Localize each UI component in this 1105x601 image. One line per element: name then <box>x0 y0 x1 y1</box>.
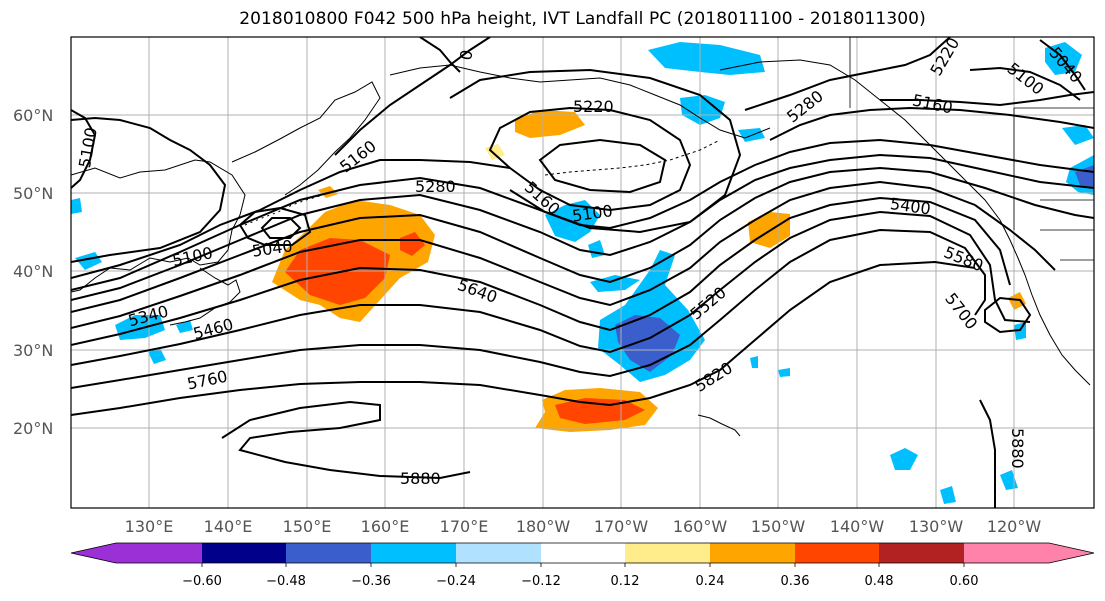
colorbar-segment <box>625 543 710 563</box>
kamchatka-coast <box>231 81 381 196</box>
coastlines <box>71 37 1094 437</box>
contour-label: 0 <box>456 48 476 61</box>
colorbar-segment <box>202 543 286 563</box>
na-west-coast <box>999 219 1091 386</box>
lon-label: 170°W <box>594 517 649 536</box>
positive-anomaly-west-core2 <box>400 232 425 256</box>
colorbar-segment <box>371 543 456 563</box>
negative-anomaly-west <box>115 315 165 340</box>
colorbar-tick: −0.24 <box>436 574 476 589</box>
colorbar-tick: −0.48 <box>266 574 306 589</box>
lon-label: 140°W <box>830 517 885 536</box>
contour-north-top <box>419 37 461 73</box>
colorbar-tick: 0.24 <box>696 574 725 589</box>
contour-5100-far-west <box>71 109 97 189</box>
contour-5400 <box>71 138 1094 291</box>
lon-label: 170°E <box>440 517 489 536</box>
graticule <box>71 37 1094 508</box>
colorbar-segment <box>541 543 625 563</box>
lat-label: 50°N <box>13 184 53 203</box>
latitude-labels: 60°N 50°N 40°N 30°N 20°N <box>13 106 53 438</box>
positive-anomaly-south-core <box>555 398 645 424</box>
contour-5280-east <box>769 106 1094 141</box>
contour-label: 5220 <box>573 97 614 116</box>
map-frame <box>70 36 1095 509</box>
contour-5220 <box>538 138 667 194</box>
lon-label: 130°E <box>125 517 174 536</box>
contour-5640 <box>71 196 1011 346</box>
lon-label: 160°W <box>673 517 728 536</box>
contour-cutoff-low <box>984 296 1032 334</box>
contour-5040-west <box>238 206 312 246</box>
colorbar-segment <box>964 543 1094 563</box>
contour-5040-east <box>1039 39 1086 91</box>
contour-label: 5280 <box>415 177 456 196</box>
colorbar-segment <box>795 543 879 563</box>
contour-5160-ring <box>449 68 742 234</box>
contour-5880-east <box>979 399 996 508</box>
lon-label: 180°W <box>516 517 571 536</box>
contour-5220-east <box>744 37 951 111</box>
contour-5520 <box>71 166 1094 313</box>
colorbar-tick: 0.36 <box>781 574 810 589</box>
contour-5880 <box>221 400 471 480</box>
colorbar-tick: −0.12 <box>521 574 561 589</box>
colorbar-segment <box>456 543 541 563</box>
colorbar-segment <box>879 543 964 563</box>
contour-5820 <box>71 260 976 416</box>
colorbar-outline <box>70 542 1095 564</box>
contour-5700 <box>71 210 1031 366</box>
contour-5100-west-low <box>260 217 302 239</box>
bering-coast <box>389 64 771 139</box>
contour-5580 <box>71 180 1056 329</box>
colorbar-tick: 0.60 <box>950 574 979 589</box>
lon-label: 140°E <box>204 517 253 536</box>
lon-label: 120°W <box>987 517 1042 536</box>
contour-5340 <box>71 159 511 279</box>
lon-label: 130°W <box>909 517 964 536</box>
map-title: 2018010800 F042 500 hPa height, IVT Land… <box>239 9 926 29</box>
colorbar-tick: 0.48 <box>865 574 894 589</box>
contour-label: 5880 <box>1008 428 1027 469</box>
contour-5460 <box>71 153 1094 301</box>
lon-label: 160°E <box>361 517 410 536</box>
colorbar-tick: 0.12 <box>611 574 640 589</box>
colorbar: −0.60 −0.48 −0.36 −0.24 −0.12 0.12 0.24 … <box>70 542 1095 589</box>
positive-anomaly-north <box>515 110 585 138</box>
longitude-labels: 130°E 140°E 150°E 160°E 170°E 180°W 170°… <box>125 517 1042 536</box>
colorbar-segment <box>286 543 371 563</box>
contour-5220-north <box>334 37 491 156</box>
contour-5160-east <box>880 91 1094 107</box>
contour-5760 <box>71 228 986 389</box>
lat-label: 20°N <box>13 419 53 438</box>
colorbar-tick: −0.60 <box>182 574 222 589</box>
lon-label: 150°W <box>751 517 806 536</box>
lat-label: 30°N <box>13 341 53 360</box>
lon-label: 150°E <box>283 517 332 536</box>
positive-anomaly-east <box>748 212 790 248</box>
aleutians <box>544 139 721 176</box>
colorbar-tick: −0.36 <box>351 574 391 589</box>
hawaii <box>697 414 741 437</box>
lat-label: 40°N <box>13 262 53 281</box>
contour-5100-west <box>71 116 227 263</box>
lat-label: 60°N <box>13 106 53 125</box>
contour-label: 5880 <box>400 469 441 488</box>
asia-coast <box>71 159 246 293</box>
colorbar-segment <box>71 543 202 563</box>
colorbar-segment <box>710 543 795 563</box>
contour-5100-east <box>969 66 1081 101</box>
contour-5280-low <box>488 106 692 212</box>
height-contours <box>71 37 1094 508</box>
